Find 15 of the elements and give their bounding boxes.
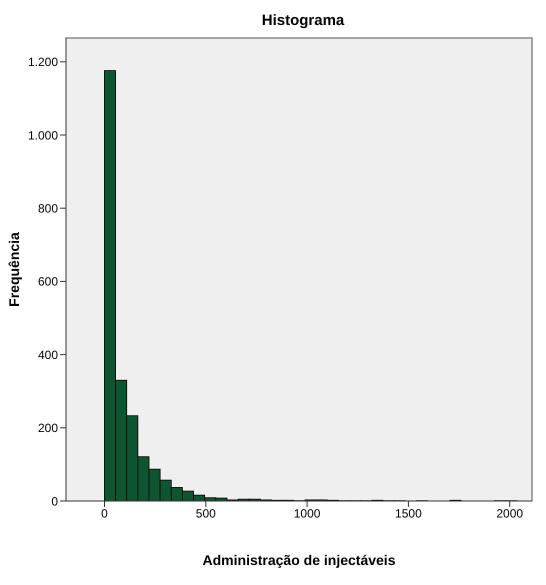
x-axis-title: Administração de injectáveis bbox=[202, 552, 396, 568]
y-tick-label: 1.200 bbox=[28, 55, 58, 70]
y-tick-label: 400 bbox=[38, 348, 58, 362]
y-tick-label: 800 bbox=[38, 201, 58, 216]
x-tick-label: 2000 bbox=[496, 506, 524, 521]
y-tick-label: 600 bbox=[38, 274, 58, 289]
y-axis-title: Frequência bbox=[6, 232, 22, 307]
x-tick-label: 500 bbox=[196, 506, 216, 521]
x-tick-label: 1000 bbox=[294, 506, 321, 521]
y-tick-label: 0 bbox=[51, 494, 58, 508]
x-tick-label: 0 bbox=[101, 506, 108, 521]
chart-title: Histograma bbox=[260, 12, 346, 29]
y-tick-label: 1.000 bbox=[28, 128, 58, 142]
x-tick-label: 1500 bbox=[395, 506, 422, 521]
y-tick-label: 200 bbox=[38, 421, 58, 436]
